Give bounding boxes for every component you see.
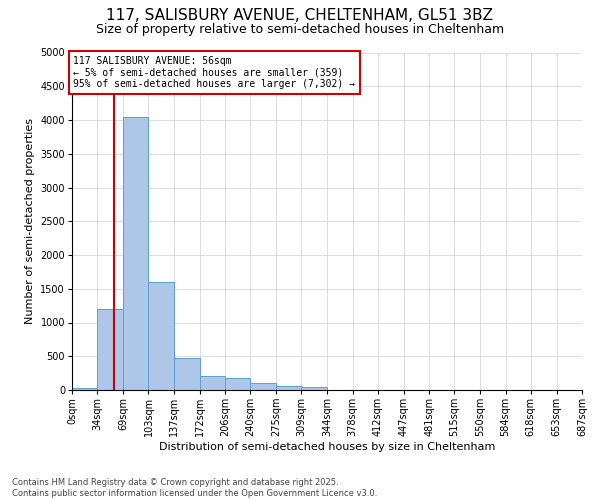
- Bar: [174, 358, 200, 390]
- X-axis label: Distribution of semi-detached houses by size in Cheltenham: Distribution of semi-detached houses by …: [159, 442, 495, 452]
- Bar: [225, 378, 250, 390]
- Bar: [123, 116, 148, 390]
- Bar: [250, 383, 276, 390]
- Y-axis label: Number of semi-detached properties: Number of semi-detached properties: [25, 118, 35, 324]
- Bar: [97, 309, 123, 390]
- Text: Size of property relative to semi-detached houses in Cheltenham: Size of property relative to semi-detach…: [96, 22, 504, 36]
- Text: Contains HM Land Registry data © Crown copyright and database right 2025.
Contai: Contains HM Land Registry data © Crown c…: [12, 478, 377, 498]
- Text: 117, SALISBURY AVENUE, CHELTENHAM, GL51 3BZ: 117, SALISBURY AVENUE, CHELTENHAM, GL51 …: [107, 8, 493, 22]
- Bar: [72, 388, 97, 390]
- Bar: [148, 282, 174, 390]
- Bar: [276, 386, 301, 390]
- Bar: [301, 386, 328, 390]
- Bar: [200, 376, 225, 390]
- Text: 117 SALISBURY AVENUE: 56sqm
← 5% of semi-detached houses are smaller (359)
95% o: 117 SALISBURY AVENUE: 56sqm ← 5% of semi…: [73, 56, 355, 89]
